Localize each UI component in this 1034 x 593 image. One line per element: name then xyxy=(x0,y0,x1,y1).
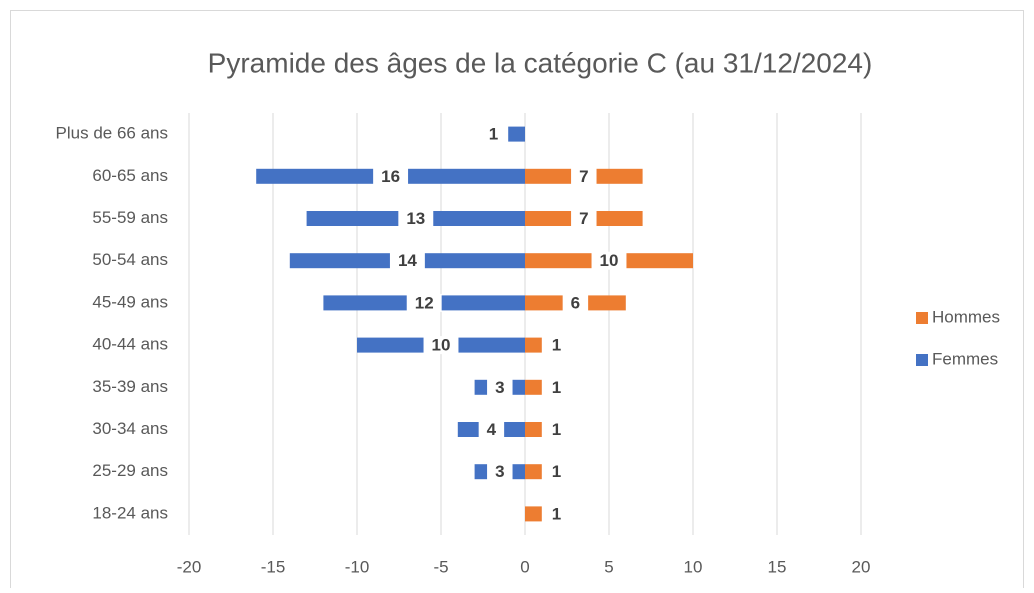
data-label: 7 xyxy=(579,167,588,186)
data-label-bg xyxy=(571,209,597,228)
y-tick-label: Plus de 66 ans xyxy=(56,124,168,143)
data-label: 10 xyxy=(432,336,451,355)
data-label-bg xyxy=(389,251,425,270)
data-label: 3 xyxy=(495,378,504,397)
y-tick-label: 40-44 ans xyxy=(92,335,168,354)
data-label-bg xyxy=(487,462,513,481)
data-label-bg xyxy=(373,167,409,186)
x-tick-label: -5 xyxy=(433,557,448,576)
y-tick-label: 55-59 ans xyxy=(92,208,168,227)
x-tick-label: -10 xyxy=(345,557,370,576)
x-tick-label: -20 xyxy=(177,557,202,576)
data-label-bg xyxy=(591,251,627,270)
data-label-bg xyxy=(478,420,505,439)
x-tick-label: 5 xyxy=(604,557,613,576)
x-tick-label: 10 xyxy=(684,557,703,576)
bar xyxy=(525,422,542,437)
y-tick-label: 18-24 ans xyxy=(92,503,168,522)
data-label: 1 xyxy=(489,125,498,144)
data-label: 3 xyxy=(495,462,504,481)
bar xyxy=(525,506,542,522)
bar xyxy=(508,126,525,142)
x-tick-label: 20 xyxy=(852,557,871,576)
data-label: 7 xyxy=(579,209,588,228)
x-tick-label: 0 xyxy=(520,557,529,576)
legend-label: Femmes xyxy=(932,349,998,368)
bar xyxy=(525,337,542,353)
data-label-bg xyxy=(406,293,442,312)
bar xyxy=(525,464,542,480)
data-label: 6 xyxy=(571,293,580,312)
chart-title: Pyramide des âges de la catégorie C (au … xyxy=(208,47,873,78)
legend-label: Hommes xyxy=(932,307,1000,326)
data-label: 16 xyxy=(381,167,400,186)
y-tick-label: 30-34 ans xyxy=(92,419,168,438)
data-label: 14 xyxy=(398,251,417,270)
legend-swatch xyxy=(916,354,928,366)
y-tick-label: 60-65 ans xyxy=(92,166,168,185)
data-label: 13 xyxy=(406,209,425,228)
data-label: 1 xyxy=(552,504,561,523)
y-tick-label: 50-54 ans xyxy=(92,250,168,269)
x-tick-label: -15 xyxy=(261,557,286,576)
data-label: 1 xyxy=(552,462,561,481)
x-tick-label: 15 xyxy=(768,557,787,576)
data-label: 1 xyxy=(552,378,561,397)
data-label: 10 xyxy=(600,251,619,270)
legend-swatch xyxy=(916,312,928,324)
data-label: 12 xyxy=(415,293,434,312)
bar xyxy=(525,379,542,395)
data-label-bg xyxy=(487,378,513,397)
y-tick-label: 35-39 ans xyxy=(92,377,168,396)
data-label: 1 xyxy=(552,336,561,355)
data-label-bg xyxy=(398,209,434,228)
data-label: 1 xyxy=(552,420,561,439)
y-tick-label: 25-29 ans xyxy=(92,461,168,480)
data-label-bg xyxy=(423,336,459,355)
data-label-bg xyxy=(562,293,589,312)
data-label-bg xyxy=(571,167,597,186)
y-tick-label: 45-49 ans xyxy=(92,292,168,311)
data-label: 4 xyxy=(487,420,497,439)
